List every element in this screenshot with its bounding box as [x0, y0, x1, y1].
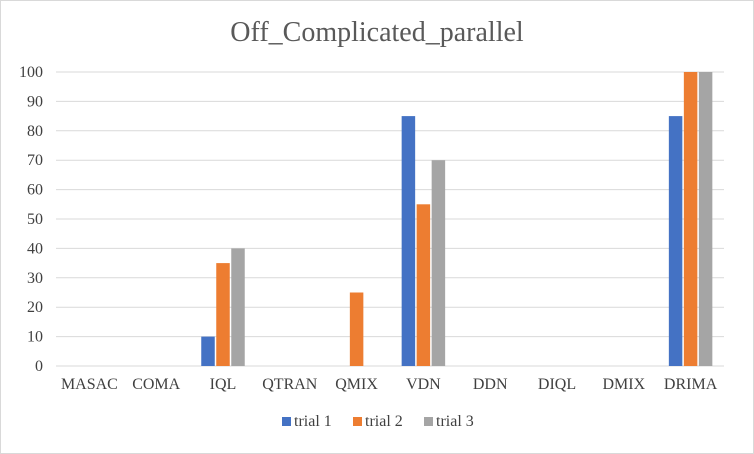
legend-swatch	[353, 417, 362, 426]
bar-trial-2-drima	[683, 72, 698, 366]
y-tick-label: 20	[27, 299, 43, 316]
y-tick-label: 50	[27, 211, 43, 228]
x-category-label: MASAC	[61, 376, 118, 393]
bar-trial-3-iql	[231, 248, 245, 366]
x-axis-category-labels: MASAC COMA IQL QTRAN QMIX VDN DDN DIQL DMIX DRIMA	[61, 376, 718, 393]
y-axis-tick-labels: 0 10 20 30 40 50 60 70 80 90 100	[19, 64, 43, 375]
bars	[201, 72, 713, 366]
legend-item: trial 3	[424, 413, 474, 430]
x-category-label: QMIX	[335, 376, 378, 393]
x-category-label: DDN	[473, 376, 508, 393]
legend-swatch	[424, 417, 433, 426]
legend-item: trial 1	[282, 413, 332, 430]
bar-trial-2-qmix	[349, 292, 364, 366]
x-category-label: DRIMA	[664, 376, 718, 393]
legend-swatch	[282, 417, 291, 426]
legend-label: trial 2	[365, 413, 403, 430]
bar-trial-3-drima	[698, 72, 713, 366]
y-tick-label: 30	[27, 270, 43, 287]
legend-item: trial 2	[353, 413, 403, 430]
y-tick-label: 40	[27, 240, 43, 257]
y-tick-label: 60	[27, 182, 43, 199]
bar-trial-3-vdn	[431, 160, 446, 366]
x-category-label: IQL	[210, 376, 237, 393]
bar-trial-1-drima	[668, 116, 683, 366]
x-category-label: COMA	[132, 376, 180, 393]
legend-label: trial 3	[436, 413, 474, 430]
bar-trial-1-iql	[201, 336, 215, 366]
y-tick-label: 90	[27, 93, 43, 110]
x-category-label: QTRAN	[262, 376, 318, 393]
y-tick-label: 0	[35, 358, 43, 375]
y-tick-label: 10	[27, 329, 43, 346]
y-tick-label: 100	[19, 64, 43, 81]
chart-title: Off_Complicated_parallel	[230, 17, 524, 48]
x-category-label: VDN	[406, 376, 441, 393]
bar-trial-2-iql	[216, 263, 230, 366]
bar-trial-1-vdn	[401, 116, 416, 366]
gridlines	[56, 71, 724, 367]
x-category-label: DMIX	[602, 376, 645, 393]
legend: trial 1 trial 2 trial 3	[282, 413, 474, 430]
x-category-label: DIQL	[538, 376, 576, 393]
legend-label: trial 1	[294, 413, 332, 430]
y-tick-label: 70	[27, 152, 43, 169]
bar-trial-2-vdn	[416, 204, 431, 366]
y-tick-label: 80	[27, 123, 43, 140]
